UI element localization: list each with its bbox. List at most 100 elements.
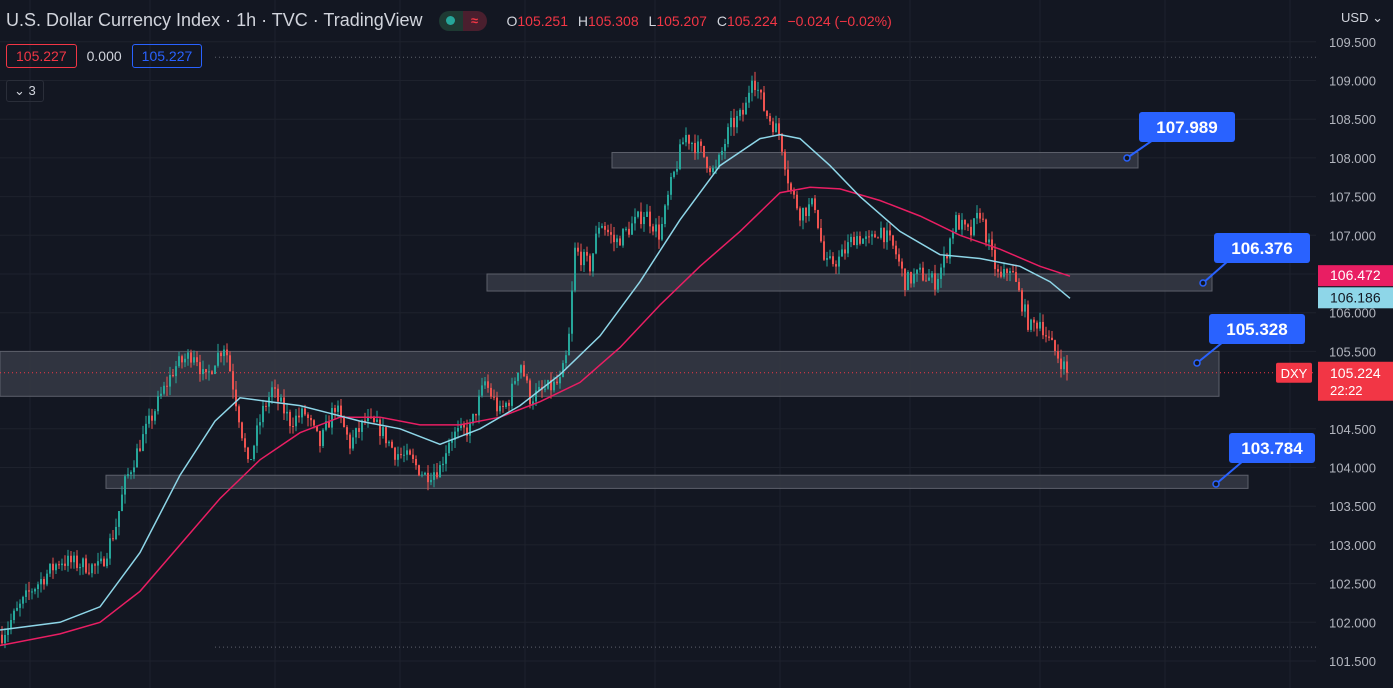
candle-body bbox=[241, 422, 243, 439]
candle-body bbox=[310, 417, 312, 421]
candle-body bbox=[502, 405, 504, 407]
candle-body bbox=[232, 371, 234, 390]
candle-body bbox=[112, 538, 114, 540]
candle-body bbox=[850, 236, 852, 243]
candle-body bbox=[319, 430, 321, 447]
candle-body bbox=[211, 371, 213, 374]
candle-body bbox=[709, 167, 711, 173]
candle-body bbox=[22, 596, 24, 604]
candle-body bbox=[415, 458, 417, 466]
candle-body bbox=[1009, 271, 1011, 274]
candle-body bbox=[964, 219, 966, 225]
candle-body bbox=[172, 374, 174, 377]
candle-body bbox=[859, 236, 861, 244]
current-price-tag-background bbox=[1318, 361, 1393, 401]
ask-price-input[interactable]: 105.227 bbox=[131, 44, 203, 68]
candle-body bbox=[493, 396, 495, 398]
callout-leader bbox=[1196, 341, 1224, 364]
candle-body bbox=[655, 224, 657, 232]
candle-body bbox=[385, 427, 387, 444]
candle-body bbox=[1006, 269, 1008, 274]
candle-body bbox=[214, 365, 216, 374]
candle-body bbox=[622, 228, 624, 246]
candle-body bbox=[799, 208, 801, 221]
market-open-icon bbox=[438, 10, 463, 31]
candle-body bbox=[454, 431, 456, 440]
candle-body bbox=[283, 397, 285, 414]
candle-body bbox=[190, 352, 192, 363]
candle-body bbox=[832, 256, 834, 265]
candle-body bbox=[781, 134, 783, 152]
candle-body bbox=[526, 376, 528, 381]
candle-body bbox=[328, 421, 330, 428]
candle-body bbox=[40, 579, 42, 585]
candle-body bbox=[970, 226, 972, 236]
currency-selector[interactable]: USD ⌄ bbox=[1341, 10, 1383, 25]
candle-body bbox=[907, 272, 909, 291]
candle-body bbox=[568, 333, 570, 356]
candle-body bbox=[346, 427, 348, 435]
candle-body bbox=[193, 357, 195, 363]
candle-body bbox=[829, 256, 831, 259]
candle-body bbox=[751, 80, 753, 93]
candle-body bbox=[490, 387, 492, 397]
candle-body bbox=[874, 234, 876, 238]
candle-body bbox=[223, 349, 225, 357]
candle-body bbox=[442, 463, 444, 466]
candle-body bbox=[85, 558, 87, 573]
candle-body bbox=[406, 450, 408, 455]
open-value: 105.251 bbox=[517, 12, 568, 29]
candle-body bbox=[1054, 340, 1056, 352]
candle-body bbox=[703, 145, 705, 157]
candle-body bbox=[634, 216, 636, 224]
candle-body bbox=[601, 226, 603, 228]
candle-body bbox=[163, 385, 165, 394]
candle-body bbox=[175, 366, 177, 377]
close-value: 105.224 bbox=[726, 12, 778, 29]
symbol-title[interactable]: U.S. Dollar Currency Index · 1h · TVC · … bbox=[6, 10, 423, 30]
candle-body bbox=[589, 255, 591, 272]
candle-body bbox=[280, 397, 282, 402]
candle-body bbox=[841, 249, 843, 257]
candle-body bbox=[529, 380, 531, 405]
candle-body bbox=[178, 356, 180, 367]
candle-body bbox=[1018, 281, 1020, 291]
candle-body bbox=[457, 427, 459, 432]
support-resistance-zones bbox=[0, 151, 1249, 489]
candle-body bbox=[556, 381, 558, 384]
candle-body bbox=[304, 408, 306, 415]
candle-body bbox=[790, 183, 792, 191]
candle-body bbox=[550, 380, 552, 391]
candle-body bbox=[760, 89, 762, 93]
price-tick-label: 104.000 bbox=[1329, 461, 1376, 476]
candle-body bbox=[895, 245, 897, 255]
change-value: −0.024 (−0.02%) bbox=[787, 12, 892, 29]
candle-body bbox=[13, 610, 15, 621]
candle-body bbox=[838, 256, 840, 267]
candle-body bbox=[463, 424, 465, 428]
market-status[interactable]: ≈ bbox=[438, 10, 487, 31]
price-axis-background bbox=[1316, 0, 1393, 688]
open-label: O bbox=[506, 12, 518, 29]
candle-body bbox=[700, 141, 702, 146]
candle-body bbox=[316, 425, 318, 431]
candle-body bbox=[523, 365, 525, 377]
price-axis[interactable]: 109.500 109.000 108.500 108.000 107.500 107.0… bbox=[1276, 0, 1393, 688]
candle-body bbox=[943, 255, 945, 268]
candle-body bbox=[610, 232, 612, 235]
price-tick-label: 103.500 bbox=[1329, 499, 1376, 514]
bid-price-input[interactable]: 105.227 bbox=[6, 44, 77, 68]
candle-body bbox=[115, 526, 117, 540]
candle-body bbox=[913, 274, 915, 284]
candle-body bbox=[427, 472, 429, 483]
callout-box bbox=[1209, 314, 1305, 344]
candle-body bbox=[715, 166, 717, 168]
price-tick-label: 103.000 bbox=[1329, 538, 1376, 553]
candle-body bbox=[916, 269, 918, 275]
sma-slow-price-tag-background bbox=[1318, 265, 1393, 287]
candle-body bbox=[769, 116, 771, 122]
sma-slow-price-tag: 106.472 bbox=[1330, 267, 1381, 283]
candle-body bbox=[496, 397, 498, 412]
indicators-collapse-button[interactable]: ⌄ 3 bbox=[6, 80, 44, 102]
